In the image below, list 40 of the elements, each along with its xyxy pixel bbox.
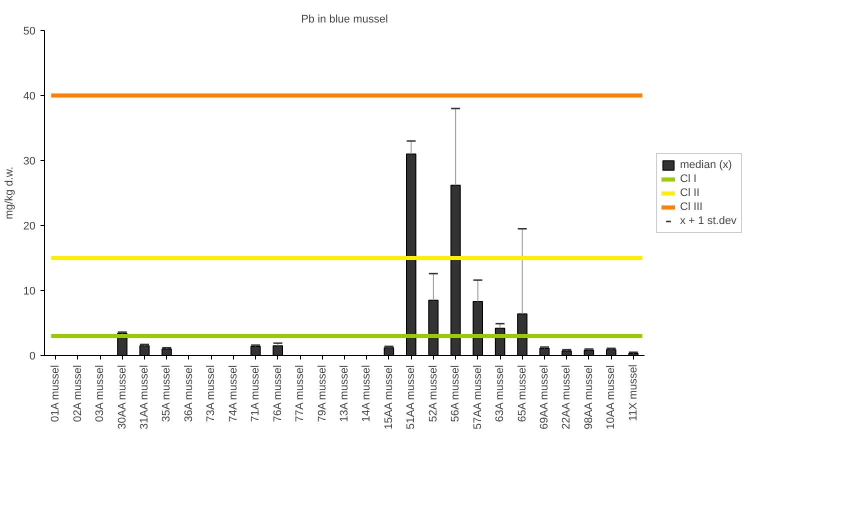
x-tick-label: 73A mussel [205,365,218,422]
x-tick-label: 02A mussel [72,365,84,422]
x-tick-label: 14A mussel [360,365,373,422]
x-tick-label: 65A mussel [516,365,528,422]
x-tick-label: 35A mussel [160,365,173,422]
legend-label: median (x) [680,158,732,172]
y-tick-label: 50 [23,26,36,38]
x-tick-label: 57AA mussel [472,365,484,430]
x-tick-label: 03A mussel [94,365,106,422]
x-tick-label: 31AA mussel [138,365,150,430]
x-tick-label: 52A mussel [427,365,440,422]
x-tick-label: 98AA mussel [582,365,595,430]
x-tick-label: 36A mussel [182,365,195,422]
x-tick-label: 15AA mussel [382,365,395,430]
x-tick-label: 76A mussel [272,365,284,422]
x-tick-label: 63A mussel [494,365,506,422]
y-tick-label: 30 [23,156,36,168]
x-tick-label: 69AA mussel [538,365,550,430]
x-tick-label: 22AA mussel [560,365,573,430]
y-tick-label: 10 [23,286,36,298]
x-tick-label: 01A mussel [50,365,62,422]
legend-label: Cl I [680,172,698,186]
y-tick-label: 20 [23,220,36,232]
x-tick-label: 56A mussel [450,365,462,422]
x-tick-label: 11X mussel [627,364,640,422]
x-tick-label: 10AA mussel [605,365,618,430]
x-tick-label: 51AA mussel [405,365,418,430]
x-tick-label: 77A mussel [294,365,306,422]
x-tick-label: 13A mussel [338,365,350,422]
x-tick-label: 71A mussel [250,365,262,422]
x-tick-label: 74A mussel [227,365,240,422]
legend-label: Cl II [680,186,700,200]
text: x + 1 st.dev [680,214,737,228]
y-axis-title: mg/kg d.w. [3,166,16,220]
y-tick-label: 0 [29,350,36,362]
x-tick-label: 30AA mussel [116,365,128,430]
x-tick-label: 79A mussel [316,365,328,422]
chart-title: Pb in blue mussel [301,14,388,26]
legend-label: Cl III [680,200,703,214]
y-tick-label: 40 [23,90,36,102]
